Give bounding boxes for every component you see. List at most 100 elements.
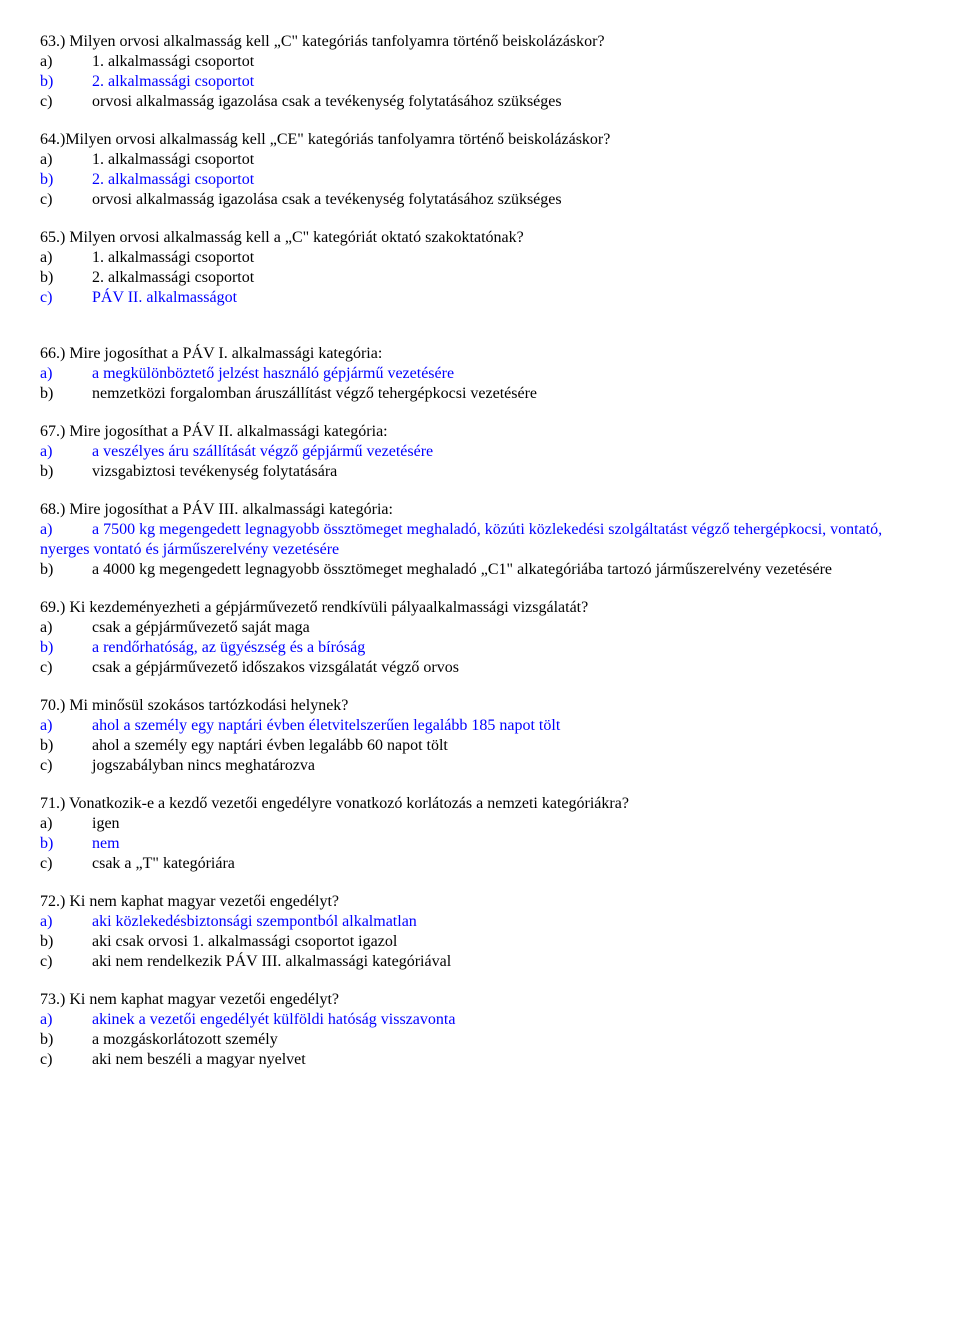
option-label: b)	[40, 170, 92, 190]
option-row: b)nem	[40, 834, 920, 854]
question-text: 69.) Ki kezdeményezheti a gépjárművezető…	[40, 598, 920, 618]
option-text: a 4000 kg megengedett legnagyobb össztöm…	[92, 561, 832, 578]
option-row: a)a 7500 kg megengedett legnagyobb összt…	[40, 520, 920, 560]
option-label: b)	[40, 462, 92, 482]
option-label: b)	[40, 1030, 92, 1050]
question-block: 70.) Mi minősül szokásos tartózkodási he…	[40, 696, 920, 776]
option-label: c)	[40, 658, 92, 678]
option-label: b)	[40, 268, 92, 288]
option-label: a)	[40, 150, 92, 170]
question-block: 67.) Mire jogosíthat a PÁV II. alkalmass…	[40, 422, 920, 482]
question-block: 73.) Ki nem kaphat magyar vezetői engedé…	[40, 990, 920, 1070]
option-text: nem	[92, 834, 920, 854]
option-row: a)aki közlekedésbiztonsági szempontból a…	[40, 912, 920, 932]
option-text: vizsgabiztosi tevékenység folytatására	[92, 462, 920, 482]
option-row: b)a mozgáskorlátozott személy	[40, 1030, 920, 1050]
question-block: 72.) Ki nem kaphat magyar vezetői engedé…	[40, 892, 920, 972]
question-block: 66.) Mire jogosíthat a PÁV I. alkalmassá…	[40, 344, 920, 404]
option-text: nemzetközi forgalomban áruszállítást vég…	[92, 384, 920, 404]
option-text: a mozgáskorlátozott személy	[92, 1030, 920, 1050]
option-text: orvosi alkalmasság igazolása csak a tevé…	[92, 92, 920, 112]
option-text: a rendőrhatóság, az ügyészség és a bírós…	[92, 638, 920, 658]
option-text: 2. alkalmassági csoportot	[92, 268, 920, 288]
option-label: b)	[40, 736, 92, 756]
option-row: b)aki csak orvosi 1. alkalmassági csopor…	[40, 932, 920, 952]
option-text: orvosi alkalmasság igazolása csak a tevé…	[92, 190, 920, 210]
option-text: aki nem rendelkezik PÁV III. alkalmasság…	[92, 952, 920, 972]
option-label: a)	[40, 52, 92, 72]
option-row: c)orvosi alkalmasság igazolása csak a te…	[40, 92, 920, 112]
option-label: c)	[40, 952, 92, 972]
option-label: a)	[40, 814, 92, 834]
option-row: c)csak a „T" kategóriára	[40, 854, 920, 874]
option-row: c)PÁV II. alkalmasságot	[40, 288, 920, 308]
question-block: 65.) Milyen orvosi alkalmasság kell a „C…	[40, 228, 920, 308]
option-row: b)a rendőrhatóság, az ügyészség és a bír…	[40, 638, 920, 658]
option-text: a megkülönböztető jelzést használó gépjá…	[92, 364, 920, 384]
question-text: 67.) Mire jogosíthat a PÁV II. alkalmass…	[40, 422, 920, 442]
option-text: ahol a személy egy naptári évben legaláb…	[92, 736, 920, 756]
option-row: a)ahol a személy egy naptári évben életv…	[40, 716, 920, 736]
option-text: 2. alkalmassági csoportot	[92, 72, 920, 92]
option-label: c)	[40, 1050, 92, 1070]
option-row: b)nemzetközi forgalomban áruszállítást v…	[40, 384, 920, 404]
option-label: b)	[40, 638, 92, 658]
question-text: 73.) Ki nem kaphat magyar vezetői engedé…	[40, 990, 920, 1010]
option-label: c)	[40, 288, 92, 308]
option-row: b)vizsgabiztosi tevékenység folytatására	[40, 462, 920, 482]
question-text: 68.) Mire jogosíthat a PÁV III. alkalmas…	[40, 500, 920, 520]
option-row: a)akinek a vezetői engedélyét külföldi h…	[40, 1010, 920, 1030]
question-text: 72.) Ki nem kaphat magyar vezetői engedé…	[40, 892, 920, 912]
option-text: a veszélyes áru szállítását végző gépjár…	[92, 442, 920, 462]
option-text: aki közlekedésbiztonsági szempontból alk…	[92, 912, 920, 932]
option-text: csak a gépjárművezető saját maga	[92, 618, 920, 638]
option-label: a)	[40, 1010, 92, 1030]
option-label: a)	[40, 912, 92, 932]
option-row: a)1. alkalmassági csoportot	[40, 150, 920, 170]
option-row: b)ahol a személy egy naptári évben legal…	[40, 736, 920, 756]
option-text: 1. alkalmassági csoportot	[92, 150, 920, 170]
option-text: a 7500 kg megengedett legnagyobb össztöm…	[40, 521, 882, 558]
option-text: csak a „T" kategóriára	[92, 854, 920, 874]
option-label: a)	[40, 618, 92, 638]
option-label: a)	[40, 520, 92, 540]
question-block: 63.) Milyen orvosi alkalmasság kell „C" …	[40, 32, 920, 112]
option-text: jogszabályban nincs meghatározva	[92, 756, 920, 776]
question-text: 71.) Vonatkozik-e a kezdő vezetői engedé…	[40, 794, 920, 814]
option-row: c)aki nem rendelkezik PÁV III. alkalmass…	[40, 952, 920, 972]
question-text: 64.)Milyen orvosi alkalmasság kell „CE" …	[40, 130, 920, 150]
question-text: 63.) Milyen orvosi alkalmasság kell „C" …	[40, 32, 920, 52]
option-label: b)	[40, 72, 92, 92]
option-label: c)	[40, 854, 92, 874]
option-row: a)1. alkalmassági csoportot	[40, 248, 920, 268]
option-row: b)2. alkalmassági csoportot	[40, 268, 920, 288]
question-block: 69.) Ki kezdeményezheti a gépjárművezető…	[40, 598, 920, 678]
option-text: aki csak orvosi 1. alkalmassági csoporto…	[92, 932, 920, 952]
option-label: c)	[40, 92, 92, 112]
option-text: PÁV II. alkalmasságot	[92, 288, 920, 308]
option-row: a)igen	[40, 814, 920, 834]
question-block: 71.) Vonatkozik-e a kezdő vezetői engedé…	[40, 794, 920, 874]
option-label: b)	[40, 834, 92, 854]
option-label: b)	[40, 384, 92, 404]
option-row: b)2. alkalmassági csoportot	[40, 72, 920, 92]
option-label: c)	[40, 190, 92, 210]
option-text: 2. alkalmassági csoportot	[92, 170, 920, 190]
option-text: igen	[92, 814, 920, 834]
question-text: 66.) Mire jogosíthat a PÁV I. alkalmassá…	[40, 344, 920, 364]
option-label: a)	[40, 364, 92, 384]
option-row: c)csak a gépjárművezető időszakos vizsgá…	[40, 658, 920, 678]
option-row: c)aki nem beszéli a magyar nyelvet	[40, 1050, 920, 1070]
option-row: b)2. alkalmassági csoportot	[40, 170, 920, 190]
option-label: a)	[40, 716, 92, 736]
option-text: 1. alkalmassági csoportot	[92, 52, 920, 72]
option-text: aki nem beszéli a magyar nyelvet	[92, 1050, 920, 1070]
option-row: a)1. alkalmassági csoportot	[40, 52, 920, 72]
option-row: a)csak a gépjárművezető saját maga	[40, 618, 920, 638]
option-row: a)a megkülönböztető jelzést használó gép…	[40, 364, 920, 384]
option-row: c)orvosi alkalmasság igazolása csak a te…	[40, 190, 920, 210]
option-text: akinek a vezetői engedélyét külföldi hat…	[92, 1010, 920, 1030]
option-label: b)	[40, 932, 92, 952]
document-body: 63.) Milyen orvosi alkalmasság kell „C" …	[40, 32, 920, 1070]
option-row: c)jogszabályban nincs meghatározva	[40, 756, 920, 776]
